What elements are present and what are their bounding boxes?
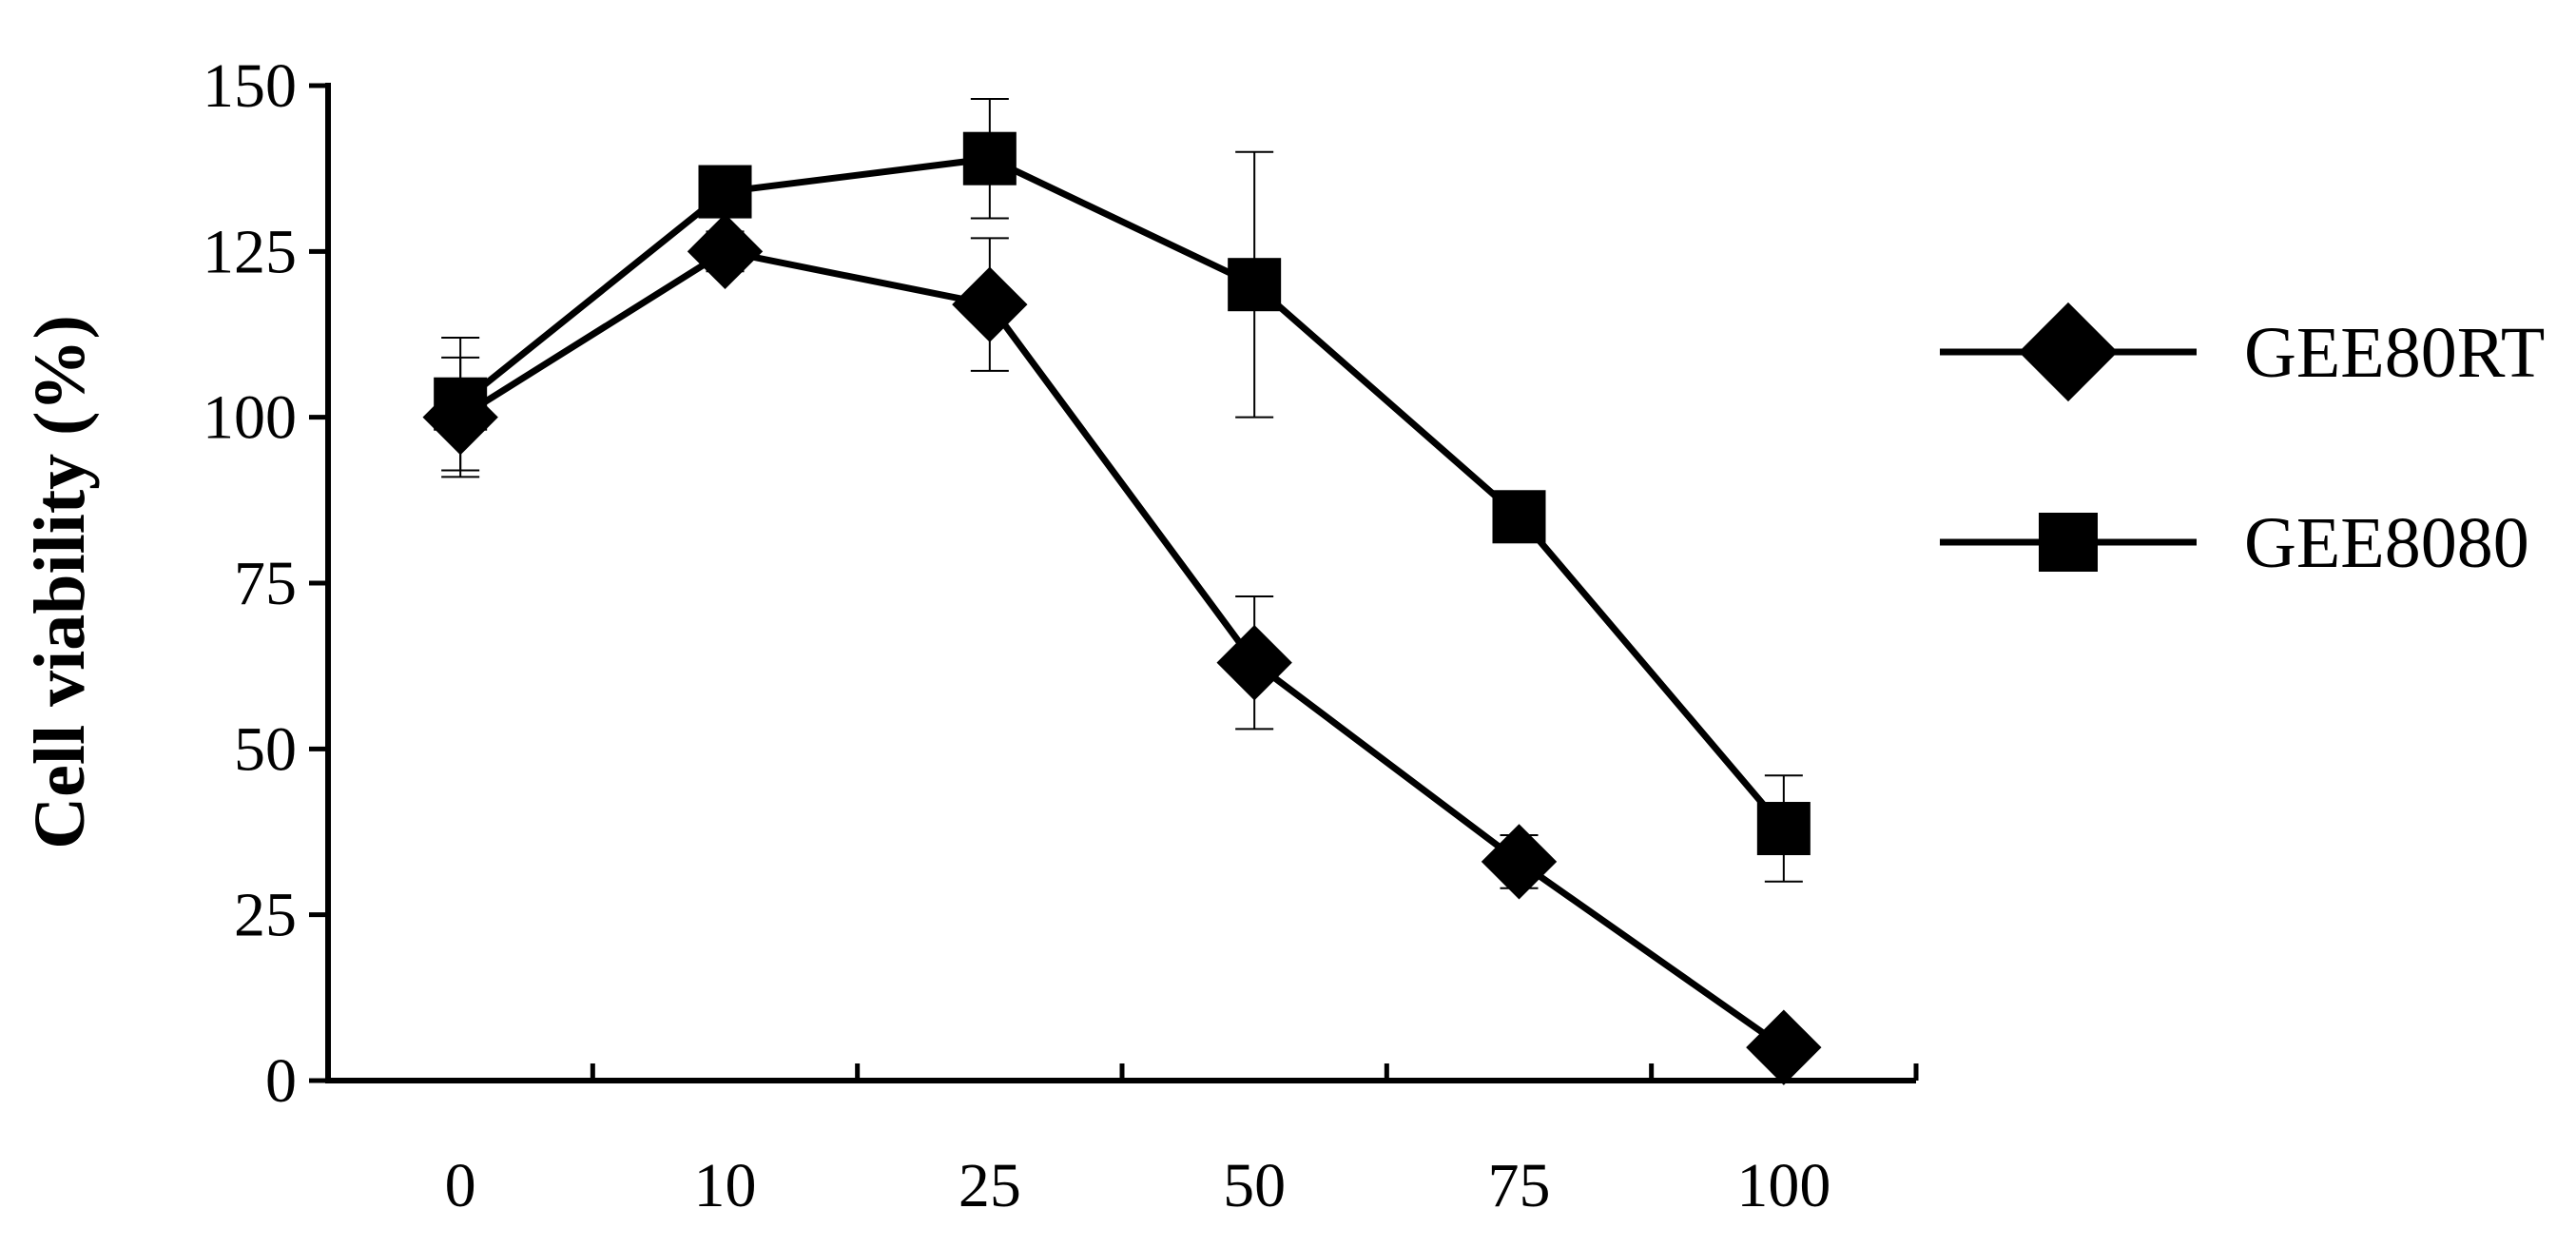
legend-label: GEE80RT [2244, 313, 2545, 393]
data-point [698, 165, 752, 219]
y-tick-label: 0 [265, 1046, 297, 1116]
x-axis: 0 10 25 50 75 100 [328, 1063, 1919, 1220]
x-tick-label: 75 [1488, 1151, 1551, 1220]
x-tick-labels: 0 10 25 50 75 100 [445, 1151, 1831, 1220]
y-tick-label: 25 [234, 881, 297, 950]
y-axis: 0 25 50 75 100 125 150 [203, 51, 331, 1116]
y-ticks [309, 83, 328, 1083]
data-point [1228, 258, 1282, 312]
series-line [457, 155, 1787, 831]
x-ticks [590, 1063, 1919, 1081]
legend: GEE80RT GEE8080 [1940, 302, 2545, 583]
series-line [458, 247, 1786, 1050]
x-tick-label: 50 [1223, 1151, 1286, 1220]
data-point [1756, 802, 1811, 856]
legend-item: GEE80RT [1940, 302, 2545, 402]
y-tick-labels: 0 25 50 75 100 125 150 [203, 51, 297, 1116]
x-tick-label: 0 [445, 1151, 476, 1220]
data-point [1216, 625, 1292, 701]
data-point [434, 377, 488, 431]
legend-item: GEE8080 [1940, 503, 2529, 583]
series-GEE80RT [422, 213, 1822, 1085]
series-GEE8080 [434, 97, 1811, 883]
y-tick-label: 100 [203, 383, 297, 453]
y-tick-label: 125 [203, 217, 297, 286]
x-tick-label: 10 [694, 1151, 757, 1220]
data-point [952, 266, 1028, 342]
data-point [1481, 824, 1558, 900]
data-point [1746, 1009, 1822, 1085]
legend-marker [2018, 302, 2119, 402]
series-layer [422, 97, 1822, 1085]
data-point [962, 131, 1017, 185]
legend-label: GEE8080 [2244, 503, 2529, 583]
y-tick-label: 150 [203, 51, 297, 121]
legend-marker [2039, 513, 2098, 572]
y-tick-label: 50 [234, 714, 297, 784]
x-tick-label: 25 [959, 1151, 1021, 1220]
x-tick-label: 100 [1736, 1151, 1830, 1220]
data-point [1492, 490, 1546, 544]
y-axis-label: Cell viability (%) [20, 315, 100, 849]
y-tick-label: 75 [234, 549, 297, 618]
data-point [687, 213, 764, 290]
